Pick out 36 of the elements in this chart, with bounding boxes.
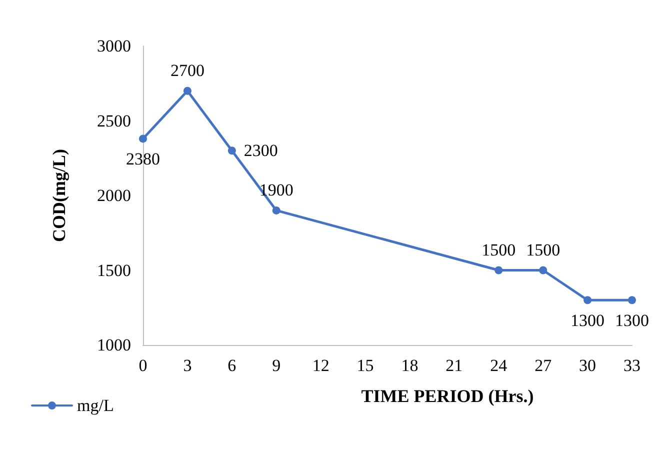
x-tick-label: 33 xyxy=(624,356,640,375)
data-label: 1300 xyxy=(570,311,605,330)
data-label: 2300 xyxy=(244,141,278,160)
x-tick-label: 18 xyxy=(401,356,418,375)
x-tick-label: 24 xyxy=(490,356,508,375)
data-label: 1300 xyxy=(615,311,649,330)
data-label: 1500 xyxy=(482,240,516,260)
x-tick-label: 9 xyxy=(272,356,281,375)
point xyxy=(139,134,147,143)
x-tick-label: 3 xyxy=(183,356,192,375)
data-label: 1900 xyxy=(259,180,294,200)
y-tick-label: 2000 xyxy=(97,186,131,205)
point xyxy=(628,296,636,304)
y-tick-label: 1000 xyxy=(97,336,131,354)
x-tick-label: 15 xyxy=(356,356,374,375)
y-tick-label: 3000 xyxy=(97,36,131,56)
x-axis-title: TIME PERIOD (Hrs.) xyxy=(361,386,534,406)
x-tick-label: 6 xyxy=(228,356,236,375)
y-axis-title: COD(mg/L) xyxy=(49,149,69,242)
x-tick-label: 30 xyxy=(579,356,596,375)
point xyxy=(228,146,236,155)
point xyxy=(584,296,592,304)
point xyxy=(272,206,280,214)
y-tick-label: 1500 xyxy=(97,260,131,280)
point xyxy=(183,86,192,95)
data-label: 2700 xyxy=(170,60,204,80)
x-tick-label: 27 xyxy=(534,356,552,375)
x-tick-label: 0 xyxy=(138,356,148,375)
x-tick-label: 21 xyxy=(446,356,463,375)
data-label: 2380 xyxy=(126,150,160,169)
legend-label: mg/L xyxy=(77,396,114,415)
x-tick-label: 12 xyxy=(312,356,330,375)
y-tick-label: 2500 xyxy=(97,111,131,130)
data-label: 1500 xyxy=(526,240,560,260)
point xyxy=(494,266,503,274)
point xyxy=(539,266,548,274)
